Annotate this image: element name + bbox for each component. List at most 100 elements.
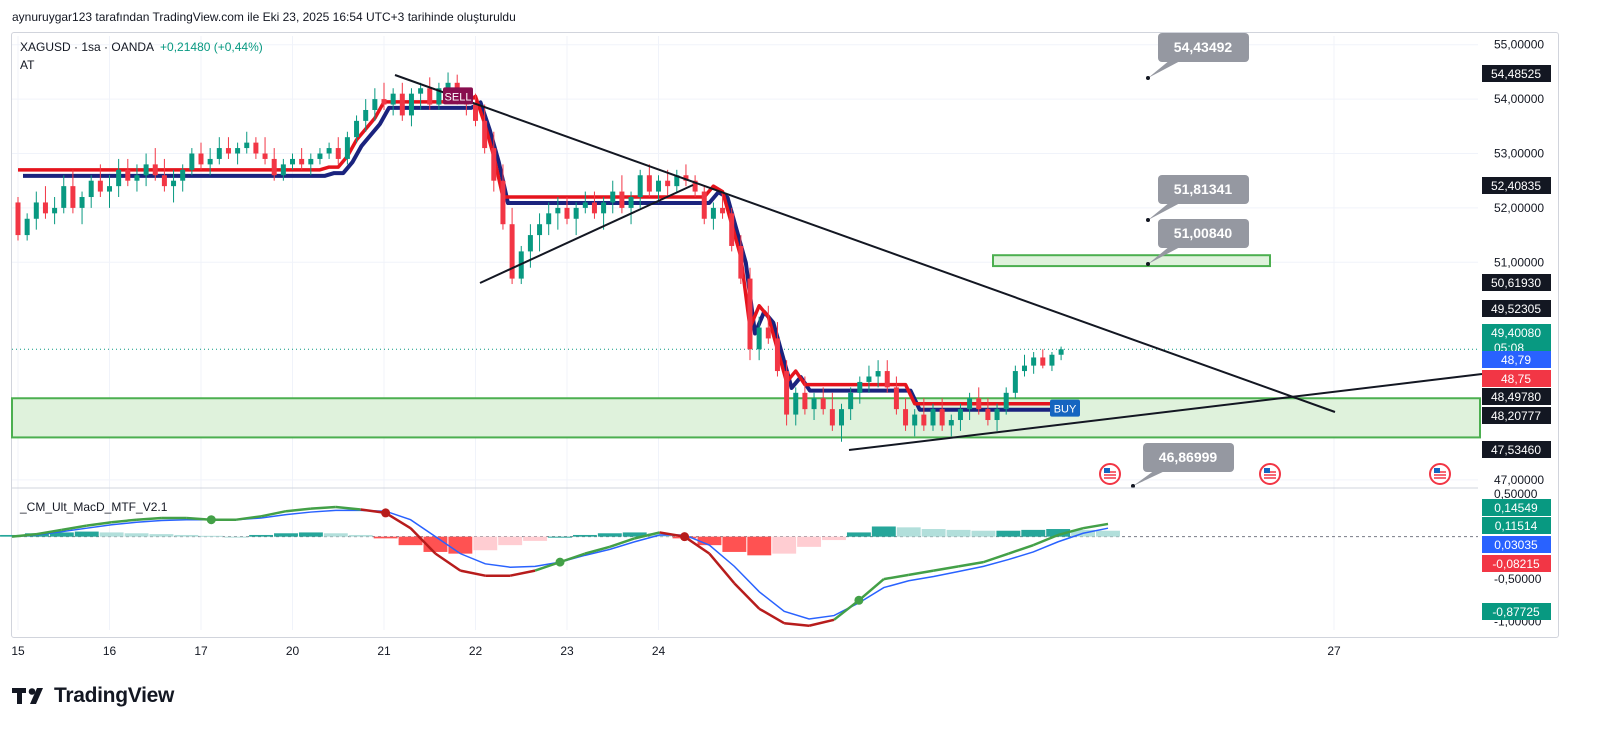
macd-line-segment xyxy=(236,515,262,521)
candle-body xyxy=(820,398,826,410)
macd-histogram-bar xyxy=(49,532,74,537)
candle-body xyxy=(811,398,817,410)
candle-body xyxy=(152,164,158,176)
macd-line-segment xyxy=(384,511,412,530)
macd-histogram-bar xyxy=(1046,529,1071,537)
candle-body xyxy=(573,207,579,219)
price-callout xyxy=(1158,33,1249,62)
candle-body xyxy=(363,109,369,121)
y-tick-label: 55,00000 xyxy=(1494,38,1544,52)
candle-body xyxy=(1058,349,1064,355)
macd-line-segment xyxy=(1082,522,1109,530)
candle-body xyxy=(381,99,387,105)
candle-body xyxy=(15,202,21,236)
macd-histogram-bar xyxy=(523,536,548,541)
macd-cross-dot xyxy=(854,595,864,605)
candle-body xyxy=(646,175,652,192)
us-flag-event-icon xyxy=(1429,463,1451,485)
callout-point xyxy=(1131,484,1135,488)
macd-line-segment xyxy=(833,599,860,621)
ascending-trendline xyxy=(848,373,1483,451)
candle-body xyxy=(683,175,689,181)
candle-body xyxy=(930,409,936,426)
macd-histogram-bar xyxy=(323,533,348,537)
candle-body xyxy=(829,409,835,426)
macd-line-segment xyxy=(86,521,112,527)
candle-body xyxy=(1003,392,1009,410)
price-axis-label-text: 48,20777 xyxy=(1491,409,1541,423)
macd-axis-label xyxy=(1482,536,1551,553)
candle-body xyxy=(116,169,122,187)
candle-body xyxy=(537,224,543,236)
candle-body xyxy=(473,104,478,121)
us-flag-event-icon xyxy=(1259,463,1281,485)
macd-histogram-bar xyxy=(797,536,822,547)
candle-body xyxy=(161,175,167,187)
x-tick-label: 24 xyxy=(652,644,666,658)
callout-pointer xyxy=(1148,202,1182,220)
flag-canton xyxy=(1264,468,1270,473)
candle-body xyxy=(207,158,213,165)
tradingview-logo[interactable]: TradingView xyxy=(12,684,174,708)
macd-line-segment xyxy=(310,505,336,510)
macd-histogram-bar xyxy=(572,534,597,537)
x-tick-label: 20 xyxy=(286,644,300,658)
macd-line-segment xyxy=(434,552,462,572)
macd-histogram-bar xyxy=(871,526,896,537)
x-tick-label: 15 xyxy=(11,644,25,658)
candle-body xyxy=(903,409,909,426)
chart-attribution: aynuruygar123 tarafından TradingView.com… xyxy=(12,10,516,24)
macd-line-segment xyxy=(758,607,785,625)
macd-axis-label xyxy=(1482,517,1551,534)
macd-histogram-bar xyxy=(224,536,249,538)
macd-line-segment xyxy=(609,537,636,549)
macd-cross-dot xyxy=(206,515,216,525)
candle-body xyxy=(143,164,149,176)
candle-body xyxy=(784,371,790,415)
candle-body xyxy=(134,175,140,181)
macd-line-segment xyxy=(784,621,810,628)
candle-body xyxy=(884,371,890,388)
macd-axis-label xyxy=(1482,499,1551,516)
candle-body xyxy=(610,191,616,203)
macd-histogram-bar xyxy=(747,536,772,556)
candle-body xyxy=(88,180,94,198)
tradingview-logo-icon xyxy=(12,688,43,704)
macd-histogram-bar xyxy=(448,536,473,554)
candle-body xyxy=(509,224,515,279)
macd-indicator-title[interactable]: _CM_Ult_MacD_MTF_V2.1 xyxy=(20,500,168,514)
candle-body xyxy=(994,409,1000,421)
candle-body xyxy=(225,148,231,154)
candle-body xyxy=(976,398,982,410)
price-axis-label-text: 49,40080 xyxy=(1491,326,1541,340)
callout-pointer xyxy=(1133,470,1167,486)
symbol-line[interactable]: XAGUSD · 1sa · OANDA +0,21480 (+0,44%) xyxy=(20,40,263,54)
macd-histogram-bar xyxy=(274,533,298,537)
macd-histogram-bar xyxy=(822,536,846,541)
candle-body xyxy=(70,186,76,208)
candle-body xyxy=(619,191,625,208)
candle-body xyxy=(317,153,323,159)
price-callout-label: 46,86999 xyxy=(1159,449,1218,465)
macd-line-segment xyxy=(11,532,38,538)
macd-histogram-bar xyxy=(174,534,199,537)
price-axis-label xyxy=(1482,65,1551,82)
price-axis-label xyxy=(1482,370,1551,387)
candle-body xyxy=(42,202,48,214)
price-axis-label xyxy=(1482,441,1551,458)
candle-body xyxy=(857,381,863,393)
price-callout-label: 54,43492 xyxy=(1174,39,1233,55)
candle-body xyxy=(637,175,643,198)
macd-histogram-bar xyxy=(597,533,622,537)
candle-body xyxy=(280,164,286,176)
price-axis-label xyxy=(1482,388,1551,405)
candle-body xyxy=(408,93,414,116)
macd-axis-label-text: -0,87725 xyxy=(1492,605,1540,619)
price-axis-label-text: 48,49780 xyxy=(1491,390,1541,404)
price-axis-label-text: 48,79 xyxy=(1501,353,1531,367)
macd-histogram-bar xyxy=(1021,529,1046,537)
candle-body xyxy=(546,213,552,225)
macd-histogram-bar xyxy=(772,536,797,554)
macd-cross-dot xyxy=(680,532,690,542)
